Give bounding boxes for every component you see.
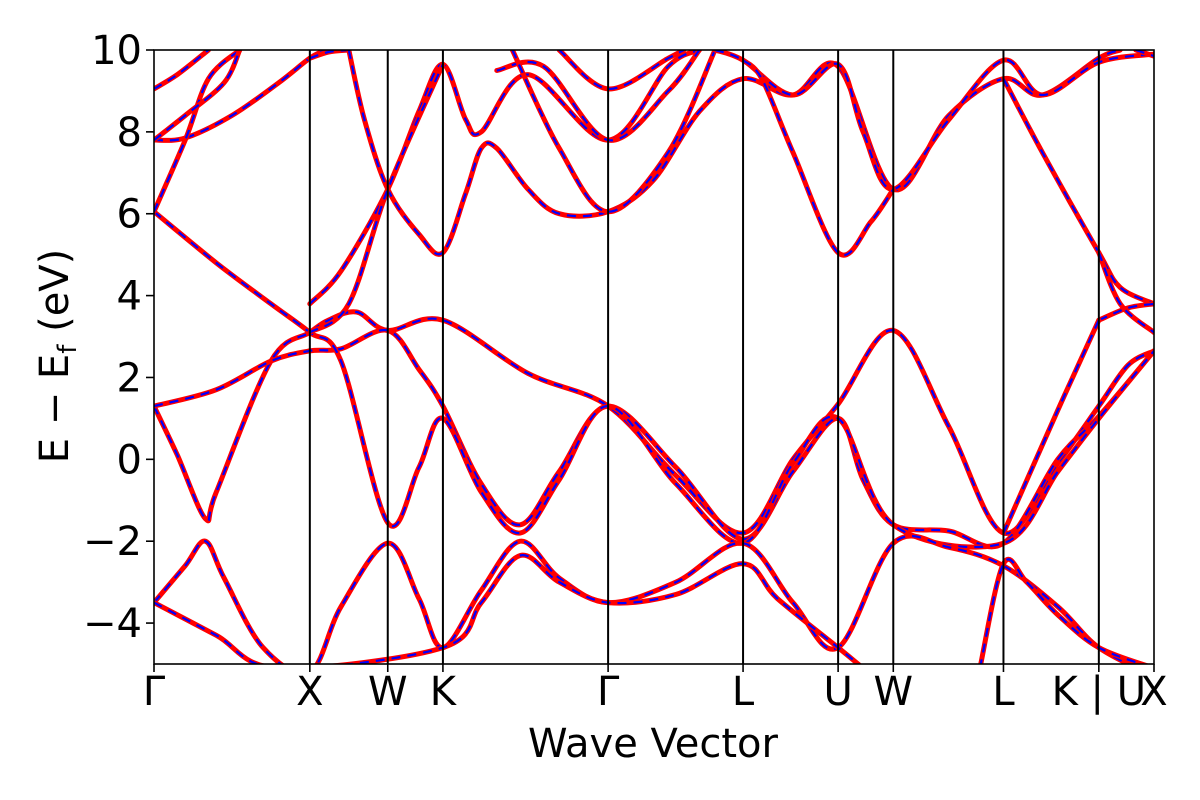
y-tick-label: 2 (117, 355, 142, 401)
band-line-blue-20 (1098, 302, 1154, 322)
x-axis-title: Wave Vector (528, 721, 779, 767)
band-line-red-12 (307, 50, 702, 307)
band-line-red-6 (154, 50, 328, 143)
x-tick-label: U (823, 669, 852, 715)
x-tick-label: W (368, 669, 408, 715)
y-axis-title-unit: (eV) (32, 249, 78, 345)
band-line-blue-8 (154, 50, 241, 213)
band-line-blue-19 (1002, 78, 1154, 305)
y-tick-label: −4 (83, 601, 142, 647)
plot-area (153, 49, 1155, 665)
x-tick-label: Γ (143, 669, 166, 715)
plot-frame (153, 49, 1155, 665)
x-tick-label: W (874, 669, 914, 715)
y-axis-title: E − Ef (eV) (32, 249, 83, 464)
x-tick-label: L (992, 669, 1015, 715)
band-line-blue-12 (309, 50, 700, 305)
band-line-blue-21 (1002, 319, 1100, 534)
y-tick-label: 6 (117, 192, 142, 238)
y-tick-label: 8 (117, 110, 142, 156)
band-line-blue-5 (979, 558, 1146, 664)
x-tick-label: X (296, 669, 323, 715)
band-line-red-9 (154, 50, 243, 143)
y-tick-label: 10 (91, 28, 142, 74)
band-line-blue-22 (1097, 252, 1154, 334)
x-tick-label: L (732, 669, 755, 715)
band-line-blue-3 (154, 534, 1131, 664)
band-line-blue-4 (154, 554, 860, 664)
x-tick-label: K (430, 669, 458, 715)
band-line-blue-16 (558, 50, 685, 91)
band-line-red-13 (307, 61, 446, 335)
x-tick-label: Γ (597, 669, 620, 715)
band-line-blue-2 (154, 210, 1154, 549)
band-line-blue-7 (154, 50, 210, 90)
band-line-blue-1 (154, 328, 1154, 548)
y-tick-label: 4 (117, 274, 142, 320)
x-tick-label: X (1140, 669, 1167, 715)
y-tick-label: −2 (83, 519, 142, 565)
band-line-blue-18 (742, 59, 895, 257)
y-tick-label: 0 (117, 437, 142, 483)
band-line-blue-15 (511, 50, 717, 213)
x-tick-label: K | U (1052, 669, 1146, 715)
y-axis-title-main: E − E (32, 354, 78, 464)
band-line-blue-9 (154, 50, 241, 141)
band-line-red-19 (1001, 76, 1154, 307)
band-line-blue-11 (347, 50, 1121, 256)
y-axis-title-sub: f (53, 344, 83, 354)
